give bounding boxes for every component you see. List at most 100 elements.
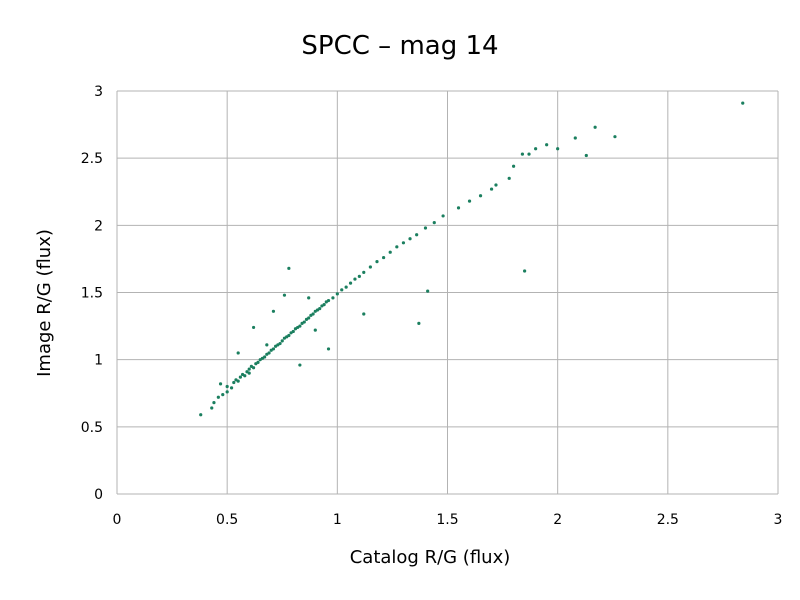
data-point (613, 135, 617, 139)
x-axis-label: Catalog R/G (flux) (350, 547, 511, 568)
data-point (311, 312, 315, 316)
data-point (287, 266, 291, 270)
y-tick-label: 1 (94, 353, 103, 369)
data-point (362, 312, 366, 316)
data-point (267, 351, 271, 355)
x-tick-label: 2 (553, 512, 562, 528)
data-point (216, 395, 220, 399)
data-point (318, 307, 322, 311)
data-point (357, 274, 361, 278)
data-point (331, 296, 335, 300)
data-point (229, 386, 234, 390)
data-point (423, 226, 428, 230)
data-point (353, 277, 357, 281)
data-point (388, 250, 392, 254)
x-tick-label: 0.5 (216, 512, 238, 528)
data-point (271, 347, 276, 351)
data-point (344, 285, 348, 289)
data-point (271, 309, 276, 313)
data-point (432, 221, 436, 225)
data-point (507, 176, 511, 180)
data-point (362, 270, 366, 274)
x-tick-label: 1.5 (436, 512, 458, 528)
data-point (252, 366, 256, 370)
data-point (302, 320, 306, 324)
data-point (556, 147, 560, 151)
data-point (225, 390, 229, 394)
data-point (520, 152, 525, 156)
data-point (210, 406, 214, 410)
data-point (584, 153, 588, 158)
data-point (326, 347, 331, 351)
data-point (307, 296, 311, 300)
data-point (467, 199, 472, 203)
data-point (232, 380, 236, 385)
y-tick-label: 2 (94, 218, 103, 234)
y-tick-label: 3 (94, 84, 103, 100)
data-point (335, 292, 339, 296)
data-point (523, 269, 527, 273)
x-tick-label: 1 (333, 512, 342, 528)
chart-title: SPCC – mag 14 (301, 31, 498, 61)
data-point (218, 382, 223, 386)
y-tick-label: 0.5 (81, 420, 103, 436)
data-point (252, 325, 256, 330)
data-point (593, 125, 597, 129)
tick-labels: 0 0.5 1 1.5 2 2.5 3 0 0.5 1 1.5 2 2.5 3 (81, 84, 783, 528)
data-point (263, 355, 267, 359)
data-point (298, 363, 302, 367)
y-tick-label: 2.5 (81, 151, 103, 167)
data-point (375, 260, 379, 264)
data-point (238, 375, 242, 379)
data-point (247, 367, 251, 371)
data-point (236, 351, 240, 355)
data-point (256, 360, 260, 364)
grid (116, 90, 779, 495)
data-point (287, 333, 291, 338)
data-point (322, 302, 326, 307)
data-point (199, 413, 203, 417)
data-point (573, 136, 577, 140)
data-point (307, 316, 311, 320)
data-point (417, 321, 421, 325)
data-point (291, 329, 295, 334)
x-tick-label: 2.5 (657, 512, 679, 528)
data-point (348, 281, 353, 285)
data-point (212, 401, 216, 405)
data-point (278, 341, 282, 346)
data-point (441, 214, 445, 218)
data-point (225, 384, 229, 389)
data-point (395, 245, 399, 249)
y-tick-label: 0 (94, 487, 103, 503)
data-point (236, 379, 240, 383)
data-point (401, 241, 406, 245)
x-tick-label: 3 (774, 512, 783, 528)
data-point (243, 374, 247, 378)
data-point (265, 343, 269, 347)
data-point (298, 324, 302, 328)
data-point (527, 152, 531, 156)
data-point (282, 293, 287, 297)
data-point (534, 147, 538, 151)
data-point (247, 371, 251, 375)
data-point (415, 233, 419, 237)
data-points (199, 101, 745, 417)
data-point (478, 194, 483, 198)
data-point (408, 237, 412, 241)
data-point (280, 339, 284, 343)
x-tick-label: 0 (113, 512, 122, 528)
data-point (489, 187, 494, 191)
data-point (741, 101, 745, 105)
y-axis-label: Image R/G (flux) (34, 229, 55, 377)
data-point (511, 164, 516, 168)
data-point (494, 183, 498, 187)
data-point (313, 328, 317, 332)
data-point (368, 265, 372, 269)
data-point (221, 392, 225, 397)
data-point (545, 143, 549, 147)
data-point (456, 206, 461, 210)
data-point (426, 289, 430, 293)
y-tick-label: 1.5 (81, 286, 103, 302)
data-point (340, 288, 344, 292)
